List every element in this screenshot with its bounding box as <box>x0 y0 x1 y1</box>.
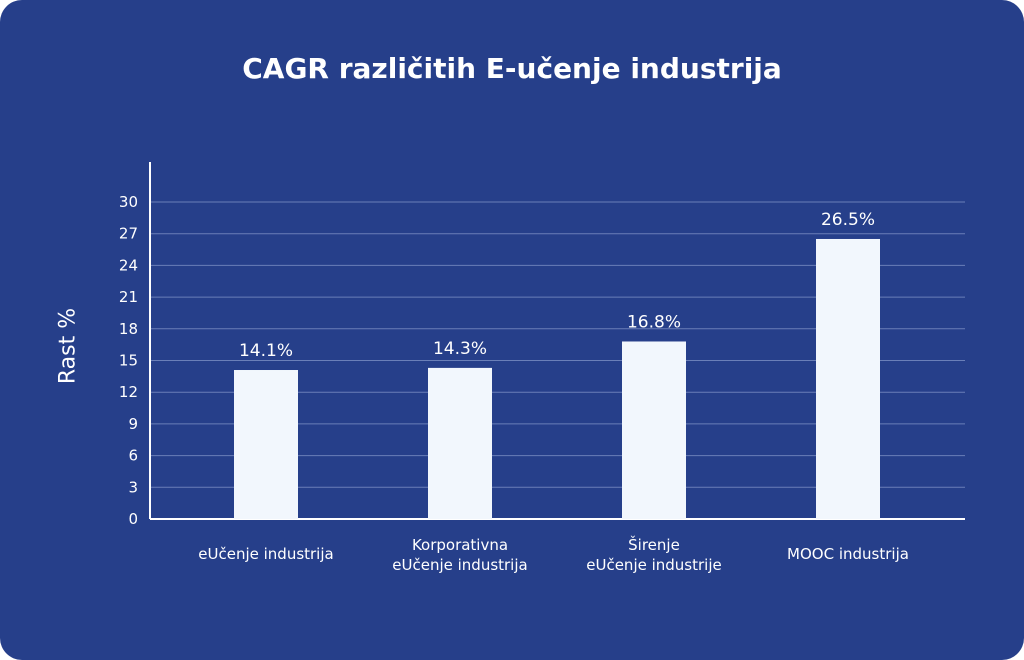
y-tick-label: 6 <box>128 447 138 465</box>
bar-value-label: 16.8% <box>627 312 681 332</box>
y-tick-label: 0 <box>128 510 138 528</box>
chart-title: CAGR različitih E-učenje industrija <box>242 52 782 85</box>
category-label: eUčenje industrija <box>392 556 527 574</box>
y-tick-label: 24 <box>119 256 138 274</box>
category-label: eUčenje industrije <box>586 556 721 574</box>
category-label: Korporativna <box>412 536 508 554</box>
y-tick-label: 15 <box>119 352 138 370</box>
bar-value-label: 14.3% <box>433 339 487 359</box>
y-tick-label: 3 <box>128 478 138 496</box>
category-label: eUčenje industrija <box>198 545 333 563</box>
bar <box>622 341 686 519</box>
bar <box>816 238 880 519</box>
y-tick-label: 9 <box>128 415 138 433</box>
y-tick-label: 12 <box>119 383 138 401</box>
bar <box>428 367 492 519</box>
y-tick-label: 30 <box>119 193 138 211</box>
bar-value-label: 14.1% <box>239 341 293 361</box>
category-label: MOOC industrija <box>787 545 909 563</box>
bar <box>234 370 298 519</box>
y-tick-label: 27 <box>119 225 138 243</box>
y-tick-label: 18 <box>119 320 138 338</box>
bar-value-label: 26.5% <box>821 210 875 230</box>
y-tick-label: 21 <box>119 288 138 306</box>
category-label: Širenje <box>628 535 680 554</box>
